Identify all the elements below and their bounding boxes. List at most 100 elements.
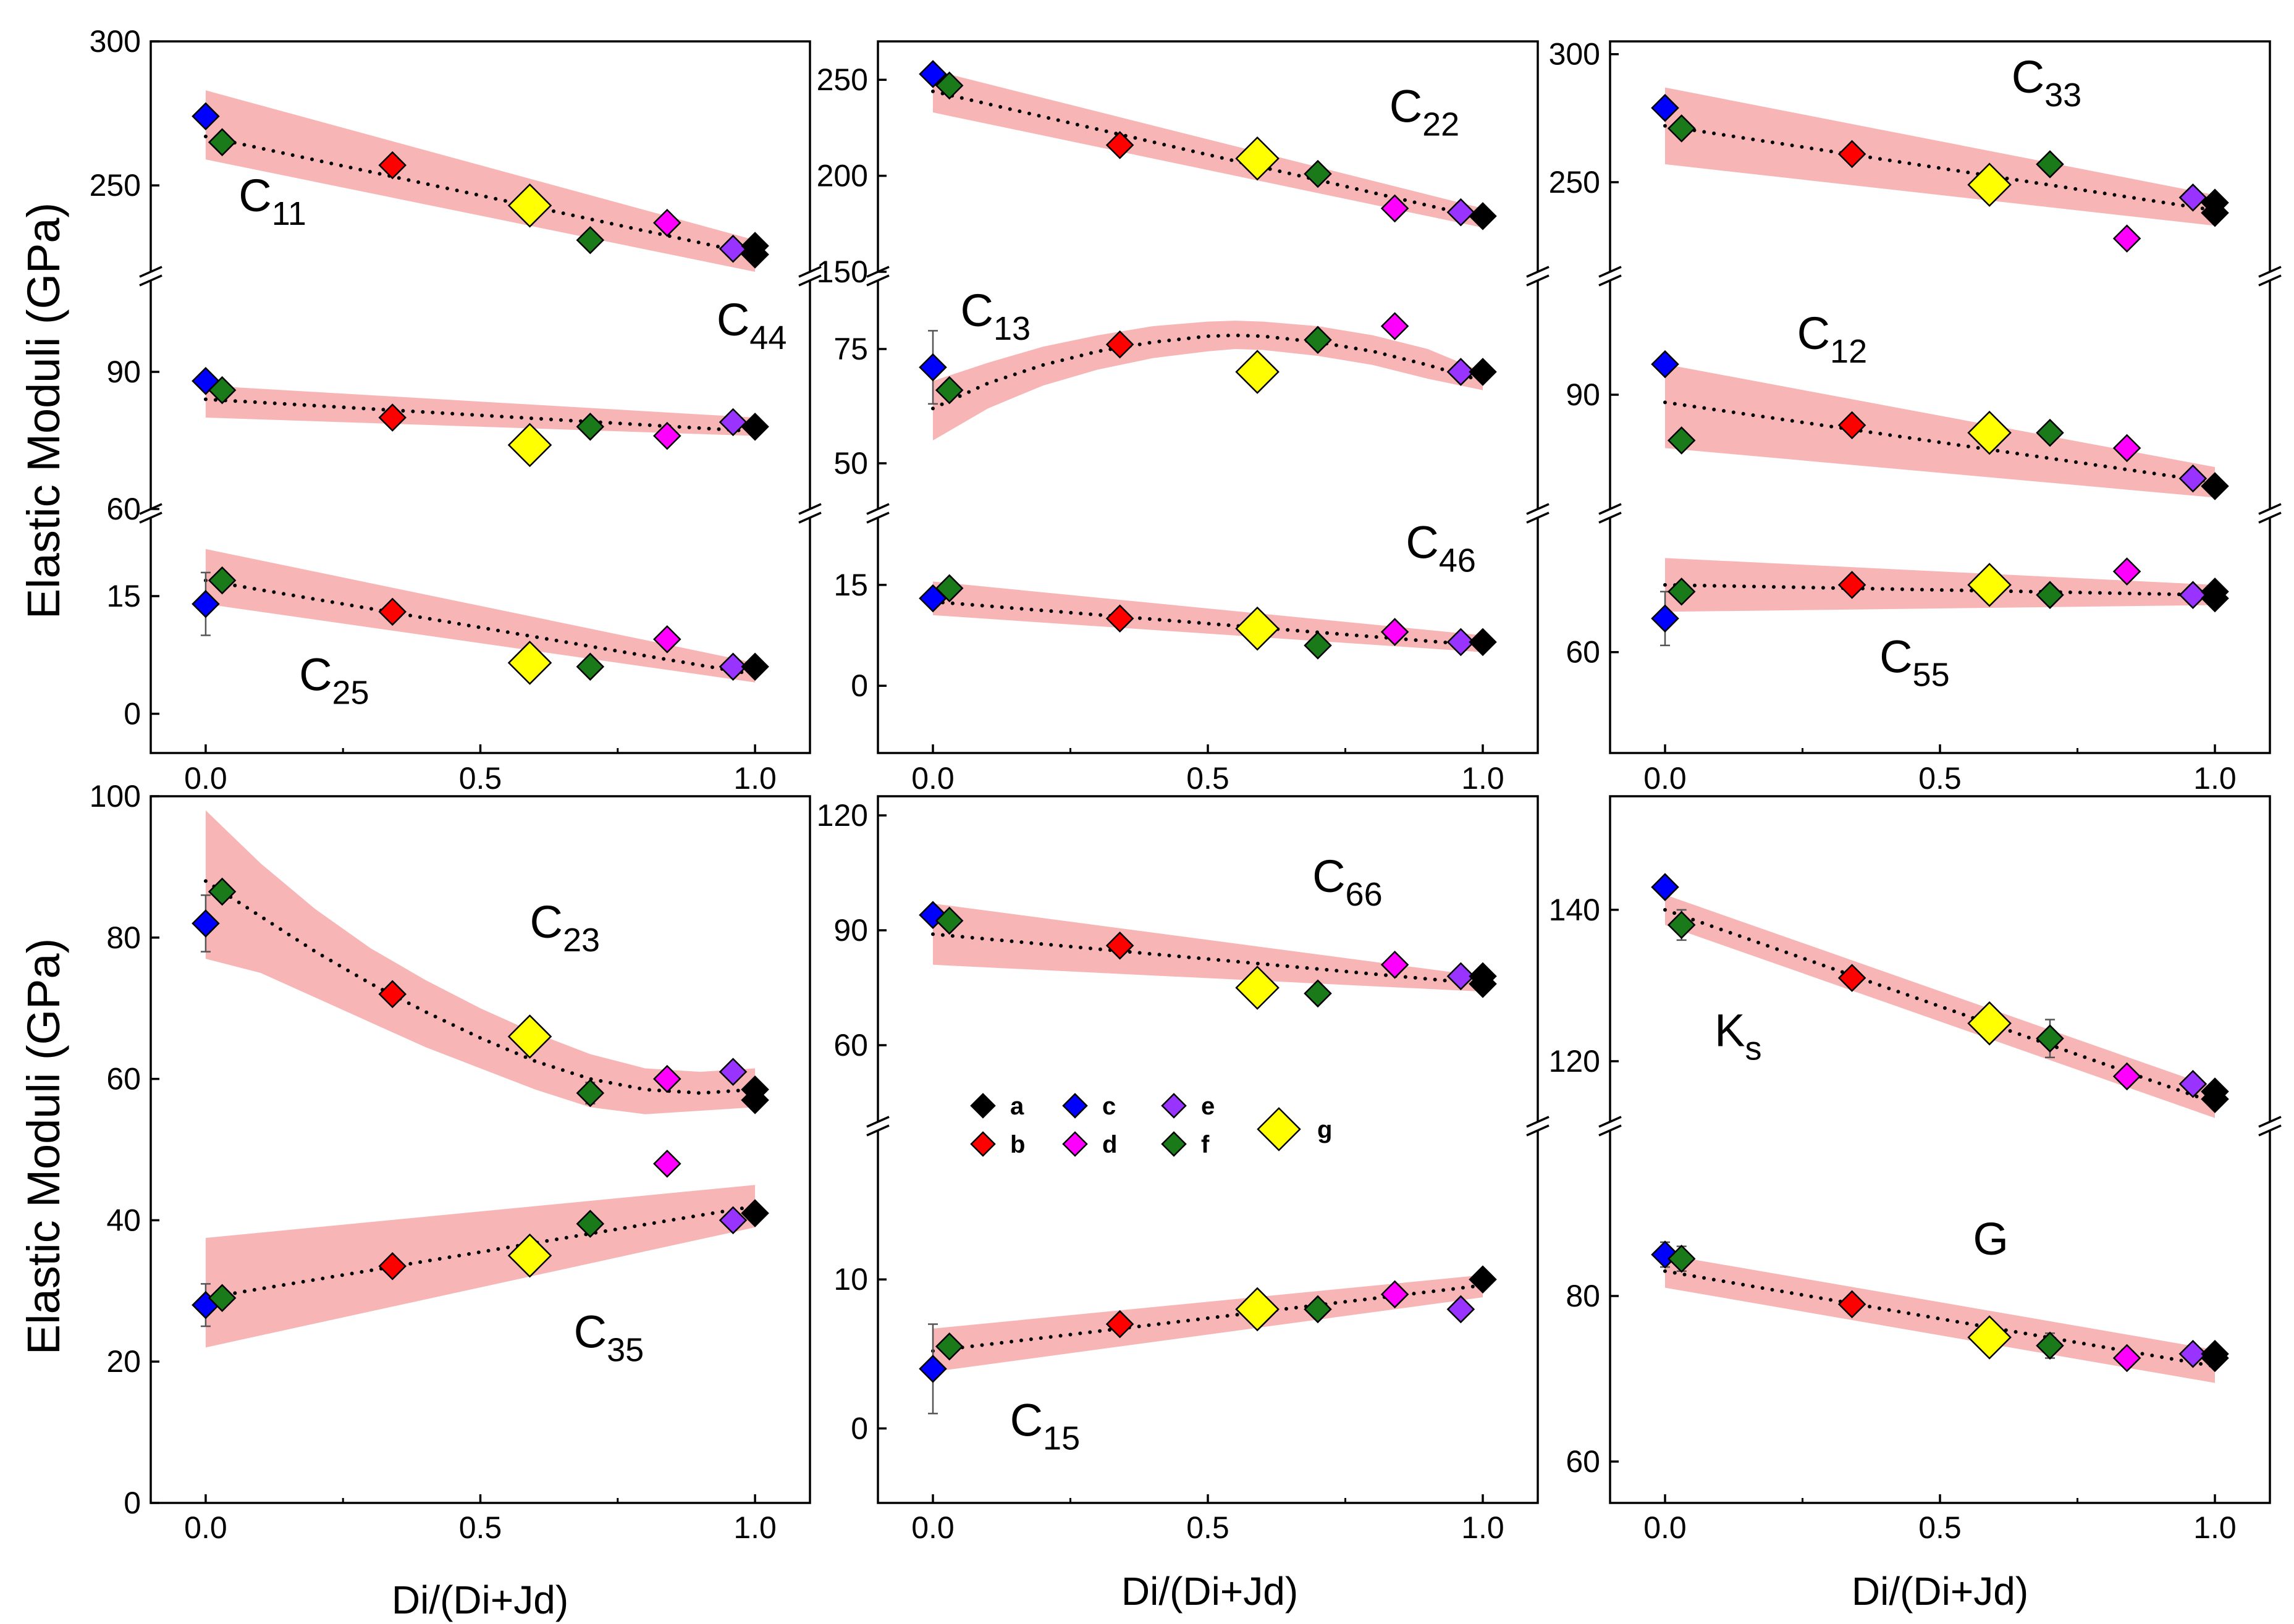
segment-1: 50 75 C13 <box>833 285 1550 524</box>
series-label: C35 <box>574 1306 644 1368</box>
series-label-subscript: 25 <box>332 674 369 711</box>
diamond-icon <box>1161 1131 1187 1157</box>
data-point-e <box>1446 962 1475 991</box>
segment-2: 60 C55 <box>1566 557 2229 693</box>
series-label: C22 <box>1389 81 1460 143</box>
data-point-f <box>208 1284 237 1313</box>
series-label-subscript: 46 <box>1439 542 1476 579</box>
x-tick-label: 0.5 <box>1918 1510 1962 1545</box>
series-label-subscript: 44 <box>749 319 786 356</box>
y-tick-label: 0 <box>124 697 141 731</box>
segment-0: 0 20 40 60 80 100 C23 C35 <box>90 779 769 1520</box>
series-label: G <box>1973 1213 2009 1264</box>
axis-break-mark <box>798 503 822 515</box>
series-label: C23 <box>530 896 601 959</box>
legend-item-e: e <box>1161 1093 1215 1120</box>
data-point-f <box>2036 581 2064 609</box>
data-point-b <box>1837 411 1866 440</box>
confidence-band <box>933 321 1483 440</box>
data-point-c <box>919 1355 947 1383</box>
data-point-f <box>1304 631 1332 660</box>
data-point-g <box>1967 1001 2012 1046</box>
diamond-icon <box>1257 1107 1301 1151</box>
legend-item-f: f <box>1161 1131 1210 1158</box>
axis-break-mark <box>798 266 822 278</box>
y-tick-label: 60 <box>833 1028 868 1062</box>
axis-break-gap <box>2260 510 2280 517</box>
legend-label: a <box>1010 1093 1024 1120</box>
confidence-band <box>1665 364 2215 498</box>
series-label-subscript: 22 <box>1422 106 1459 143</box>
y-tick-label: 15 <box>106 579 141 613</box>
data-point-c <box>919 60 947 88</box>
x-tick-label: 0.0 <box>184 761 227 796</box>
legend-label: c <box>1102 1093 1116 1120</box>
series-label: C13 <box>961 285 1031 347</box>
data-point-f <box>1667 1244 1696 1273</box>
data-point-a <box>2201 584 2229 613</box>
legend-label: g <box>1317 1116 1332 1143</box>
data-point-d <box>1380 194 1409 223</box>
y-tick-label: 40 <box>106 1203 141 1237</box>
x-tick-label: 0.0 <box>911 761 955 796</box>
x-tick-label: 1.0 <box>733 1510 777 1545</box>
data-point-b <box>378 597 407 626</box>
y-tick-label: 80 <box>106 920 141 955</box>
legend-label: e <box>1201 1093 1215 1120</box>
data-point-b <box>1837 964 1866 992</box>
data-point-f <box>1667 114 1696 143</box>
data-point-d <box>2112 224 2141 253</box>
y-tick-label: 10 <box>833 1262 868 1297</box>
data-point-f <box>935 906 964 935</box>
series-G: G <box>1651 1213 2229 1383</box>
x-axis-title-middle: Di/(Di+Jd) <box>1121 1569 1298 1613</box>
series-label-subscript: 12 <box>1830 333 1867 370</box>
data-point-f <box>576 225 605 255</box>
data-point-f <box>2036 418 2064 447</box>
y-tick-label: 0 <box>124 1486 141 1520</box>
fit-line <box>1663 124 2217 212</box>
axis-break-mark <box>2258 511 2282 524</box>
axis-break-mark <box>2258 274 2282 287</box>
data-point-e <box>1446 358 1475 386</box>
axis-break-gap <box>800 510 820 517</box>
data-point-b <box>1105 131 1134 159</box>
panel-frame <box>1609 795 2271 1504</box>
series-label-subscript: 13 <box>993 310 1031 347</box>
axis-break-mark <box>1598 503 1622 515</box>
data-point-g <box>1235 136 1280 181</box>
data-point-f <box>576 1079 605 1108</box>
data-point-f <box>935 574 964 603</box>
axis-break-mark <box>139 511 162 524</box>
confidence-band <box>205 549 756 683</box>
segment-0: 120 140 Ks <box>1549 873 2282 1137</box>
axis-break-gap <box>1600 510 1620 517</box>
data-point-e <box>719 1206 748 1235</box>
series-C15: C15 <box>919 1265 1497 1457</box>
confidence-band <box>1665 894 2215 1118</box>
data-point-f <box>2036 1331 2064 1360</box>
data-point-f <box>1667 911 1696 940</box>
axis-break-mark <box>1526 266 1550 278</box>
data-point-g <box>1967 410 2012 455</box>
series-Ks: Ks <box>1651 873 2229 1118</box>
axis-break-mark <box>2258 1124 2282 1137</box>
series-label: Ks <box>1714 1004 1761 1067</box>
series-C44: C44 <box>192 294 786 468</box>
x-tick-label: 1.0 <box>733 761 777 796</box>
data-point-f <box>576 652 605 681</box>
series-label-subscript: 15 <box>1043 1420 1080 1457</box>
axis-break-mark <box>139 274 162 287</box>
axis-break-mark <box>866 511 890 524</box>
data-point-g <box>1235 350 1280 394</box>
x-tick-label: 0.0 <box>184 1510 227 1545</box>
data-point-g <box>1967 1315 2012 1360</box>
y-tick-label: 120 <box>1549 1044 1600 1079</box>
data-point-d <box>653 1064 681 1093</box>
data-point-d <box>653 208 681 237</box>
y-tick-label: 90 <box>106 355 141 389</box>
data-point-b <box>1105 932 1134 960</box>
data-point-a <box>1469 358 1497 386</box>
series-label: C11 <box>238 170 306 232</box>
